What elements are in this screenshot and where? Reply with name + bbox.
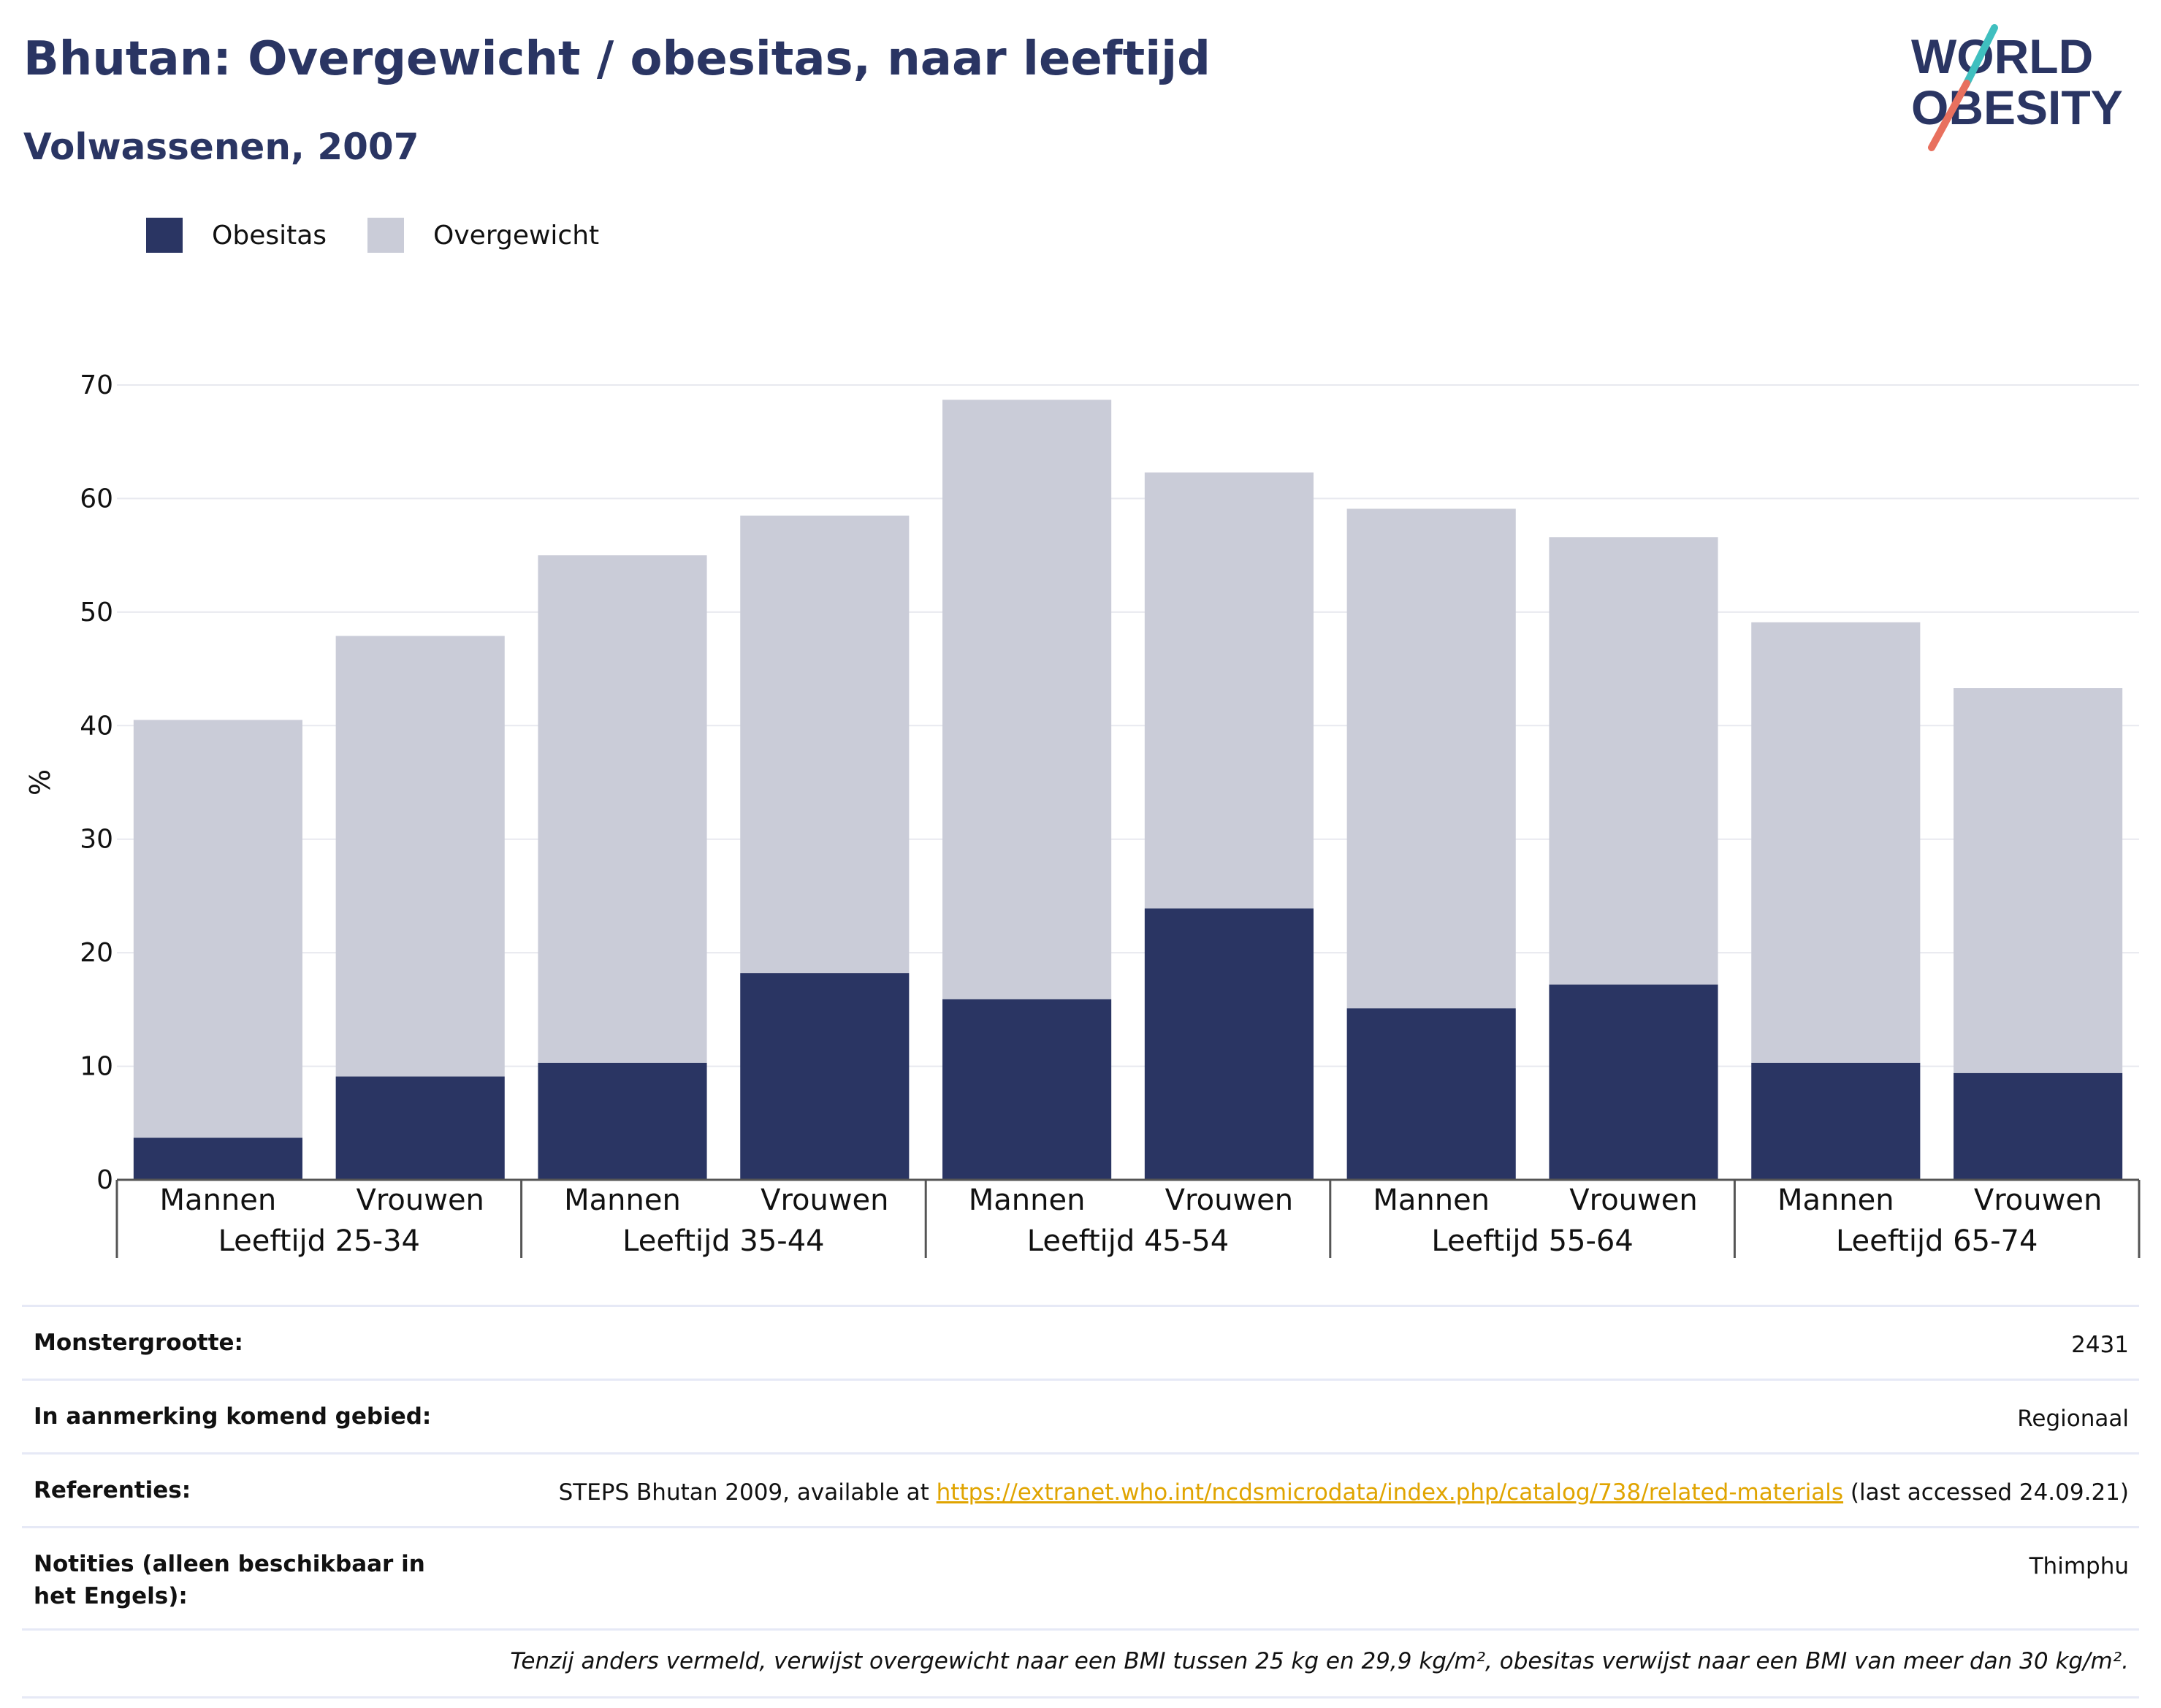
bar-overweight [538,555,707,1063]
bar-obesity [133,1137,302,1180]
page-subtitle: Volwassenen, 2007 [23,126,419,168]
y-tick-label: 30 [80,825,113,855]
info-row-area: In aanmerking komend gebied: Regionaal [22,1379,2139,1452]
page-title: Bhutan: Overgewicht / obesitas, naar lee… [23,32,1211,86]
bar-obesity [538,1062,707,1180]
x-category-label: Mannen [969,1183,1086,1217]
x-category-label: Vrouwen [761,1183,888,1217]
x-group-label: Leeftijd 45-54 [1027,1224,1229,1258]
bar-overweight [335,636,505,1077]
x-group-label: Leeftijd 35-44 [622,1224,824,1258]
bar-chart: 0 10 20 30 40 50 60 70% Mannen Vrouwen Mannen Vrouw… [24,370,2141,1258]
logo-line1: WORLD [1911,29,2093,83]
bar-obesity [1144,908,1314,1180]
x-category-label: Mannen [1777,1183,1894,1217]
legend-swatch-obesity [146,218,183,253]
bar-obesity [1954,1072,2123,1180]
reference-access-text: (last accessed 24.09.21) [1843,1479,2129,1506]
reference-text: STEPS Bhutan 2009, available at [558,1479,937,1506]
legend-swatch-overweight [367,218,405,253]
info-row-notes: Notities (alleen beschikbaar in het Enge… [22,1526,2139,1628]
legend-label-obesity: Obesitas [212,220,327,251]
footnote: Tenzij anders vermeld, verwijst overgewi… [22,1628,2139,1699]
bar-obesity [740,973,910,1180]
info-value: Regionaal [2017,1406,2129,1433]
y-tick-label: 10 [80,1052,113,1082]
y-tick-label: 60 [80,484,113,514]
bar-obesity [1549,984,1718,1180]
info-value: 2431 [2071,1332,2129,1358]
bar-obesity [1346,1008,1516,1180]
x-category-label: Vrouwen [1974,1183,2102,1217]
info-label: In aanmerking komend gebied: [34,1403,432,1430]
x-category-label: Mannen [1373,1183,1490,1217]
legend-item-overweight[interactable]: Overgewicht [367,218,599,253]
x-category-label: Vrouwen [1165,1183,1293,1217]
y-tick-label: 50 [80,598,113,628]
info-table: Monstergrootte: 2431 In aanmerking komen… [22,1305,2139,1699]
bar-obesity [335,1076,505,1180]
info-label: Notities (alleen beschikbaar in het Enge… [34,1551,425,1609]
chart-legend: Obesitas Overgewicht [146,218,640,253]
y-tick-label: 20 [80,938,113,968]
bar-overweight [1549,537,1718,985]
bar-overweight [133,720,302,1138]
bar-overweight [1346,508,1516,1009]
y-axis-label: % [24,769,56,796]
info-row-sample-size: Monstergrootte: 2431 [22,1305,2139,1379]
y-tick-label: 70 [80,370,113,400]
world-obesity-logo: WORLD OBESITY [1911,24,2123,151]
bar-overweight [740,515,910,974]
info-value: Thimphu [2029,1553,2129,1580]
bar-overweight [1751,622,1921,1063]
x-category-label: Vrouwen [1569,1183,1697,1217]
x-group-label: Leeftijd 55-64 [1431,1224,1633,1258]
bar-overweight [1144,472,1314,909]
y-tick-label: 40 [80,711,113,741]
x-category-label: Mannen [160,1183,277,1217]
legend-item-obesity[interactable]: Obesitas [146,218,327,253]
legend-label-overweight: Overgewicht [433,220,600,251]
reference-link[interactable]: https://extranet.who.int/ncdsmicrodata/i… [936,1479,1844,1506]
info-value: STEPS Bhutan 2009, available at https://… [559,1475,2129,1510]
info-label: Monstergrootte: [34,1330,243,1356]
x-group-label: Leeftijd 65-74 [1836,1224,2038,1258]
x-group-label: Leeftijd 25-34 [218,1224,420,1258]
bar-obesity [1751,1062,1921,1180]
bar-obesity [942,999,1112,1180]
y-tick-label: 0 [96,1165,113,1195]
info-row-references: Referenties: STEPS Bhutan 2009, availabl… [22,1452,2139,1526]
info-label: Referenties: [34,1477,191,1504]
bar-overweight [942,400,1112,999]
bar-overweight [1954,687,2123,1073]
x-category-label: Mannen [564,1183,681,1217]
x-category-label: Vrouwen [356,1183,484,1217]
